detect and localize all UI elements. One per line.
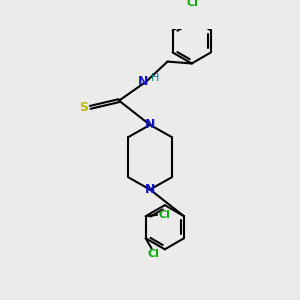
Text: N: N [145,183,155,196]
Text: S: S [79,101,88,114]
Text: N: N [138,75,148,88]
Text: Cl: Cl [186,0,198,8]
Text: Cl: Cl [158,210,170,220]
Text: Cl: Cl [147,249,159,260]
Text: H: H [151,73,160,83]
Text: N: N [145,118,155,131]
